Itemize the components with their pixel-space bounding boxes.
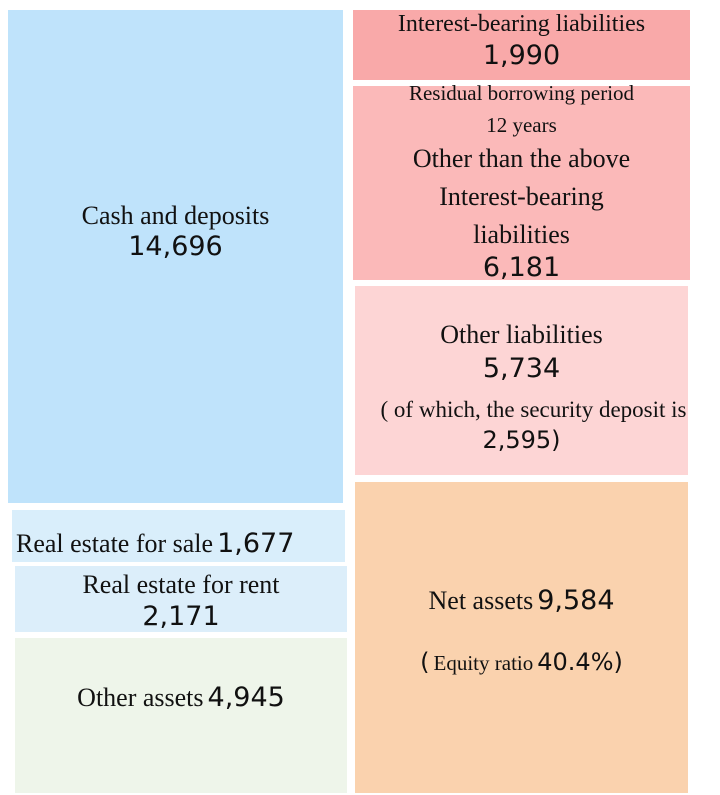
note: 12 years bbox=[486, 113, 557, 137]
value: 1,990 bbox=[482, 40, 561, 71]
label: Cash and deposits bbox=[81, 201, 270, 230]
note-value: 2,595) bbox=[482, 426, 561, 454]
net-assets-block: Net assets 9,584 ( Equity ratio 40.4%) bbox=[355, 482, 688, 793]
label: Interest-bearing bbox=[439, 182, 604, 211]
cash-block: Cash and deposits 14,696 bbox=[8, 10, 343, 503]
line: Net assets 9,584 bbox=[355, 587, 688, 614]
rent-block: Real estate for rent 2,171 bbox=[15, 566, 347, 632]
value: 2,171 bbox=[142, 601, 220, 632]
label: Other assets bbox=[77, 683, 204, 712]
note-value: 40.4%) bbox=[537, 648, 623, 676]
label: Other than the above bbox=[412, 144, 631, 173]
value: 9,584 bbox=[537, 585, 615, 616]
value: 1,677 bbox=[217, 528, 295, 559]
line: Real estate for sale 1,677 bbox=[16, 530, 345, 557]
label: Real estate for sale bbox=[16, 529, 214, 558]
label: Interest-bearing liabilities bbox=[397, 11, 646, 37]
line: ( Equity ratio 40.4%) bbox=[355, 650, 688, 674]
sale-block: Real estate for sale 1,677 bbox=[12, 510, 345, 562]
label: Net assets bbox=[428, 586, 534, 615]
value: 14,696 bbox=[128, 231, 223, 262]
other-liabilities-block: Other liabilities 5,734 ( of which, the … bbox=[355, 286, 688, 475]
note: ( of which, the security deposit is bbox=[380, 397, 687, 422]
line: Other assets 4,945 bbox=[15, 684, 347, 711]
note: Residual borrowing period bbox=[408, 81, 635, 105]
interest-block: Interest-bearing liabilities 1,990 bbox=[353, 10, 690, 80]
label: Other liabilities bbox=[440, 320, 603, 349]
note: Equity ratio bbox=[433, 651, 534, 675]
paren: ( bbox=[420, 648, 430, 676]
label: Real estate for rent bbox=[82, 570, 280, 599]
other-interest-block: Residual borrowing period 12 years Other… bbox=[353, 81, 690, 283]
value: 5,734 bbox=[482, 353, 561, 384]
other-assets-block: Other assets 4,945 bbox=[15, 638, 347, 793]
label: liabilities bbox=[473, 220, 570, 249]
value: 4,945 bbox=[207, 682, 285, 713]
value: 6,181 bbox=[482, 252, 561, 283]
